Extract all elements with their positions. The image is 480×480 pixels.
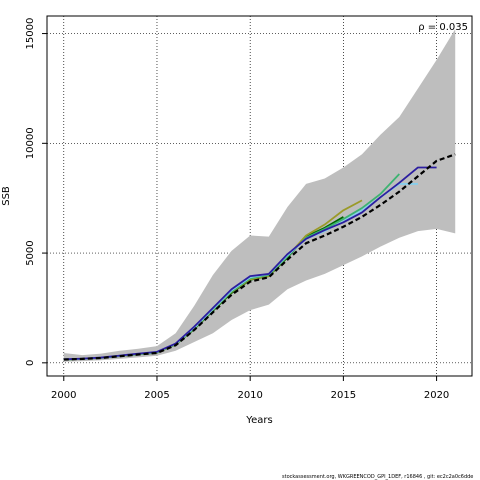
footnote: stockassessment.org, WKGREENCOD_GPI_1DEF… bbox=[282, 474, 474, 480]
confidence-band bbox=[63, 29, 456, 362]
x-tick-label: 2000 bbox=[51, 390, 76, 401]
y-tick-label: 10000 bbox=[25, 127, 36, 159]
y-tick-label: 15000 bbox=[25, 18, 36, 50]
x-axis-label: Years bbox=[245, 415, 272, 426]
x-tick-label: 2010 bbox=[237, 390, 262, 401]
y-tick-label: 0 bbox=[25, 360, 36, 366]
x-tick-label: 2020 bbox=[424, 390, 449, 401]
rho-annotation: ρ = 0.035 bbox=[418, 22, 468, 33]
y-tick-label: 5000 bbox=[25, 240, 36, 265]
axes: 2000 2005 2010 2015 2020 0 5000 10000 15000 bbox=[25, 15, 473, 401]
series-line-0 bbox=[63, 153, 456, 361]
x-tick-label: 2015 bbox=[331, 390, 356, 401]
y-axis-label: SSB bbox=[1, 186, 12, 206]
confidence-band-area bbox=[63, 29, 456, 362]
x-tick-label: 2005 bbox=[144, 390, 169, 401]
retro-series-lines bbox=[63, 153, 456, 361]
series-line-1 bbox=[63, 166, 437, 361]
plot-frame bbox=[46, 15, 473, 377]
